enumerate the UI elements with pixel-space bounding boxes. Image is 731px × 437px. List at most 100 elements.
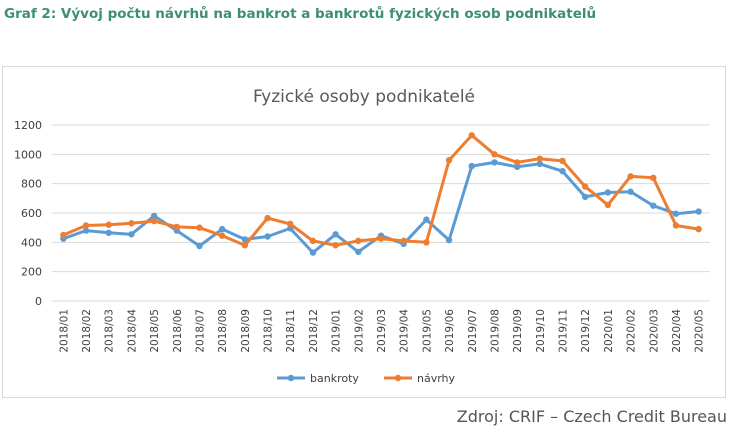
x-tick-label: 2018/02	[81, 309, 93, 353]
legend-label: návrhy	[417, 372, 456, 385]
x-tick-label: 2018/11	[285, 309, 297, 353]
data-point	[128, 231, 135, 238]
gridlines	[52, 124, 710, 302]
x-tick-label: 2019/01	[331, 309, 343, 353]
data-point	[264, 233, 271, 240]
data-point	[241, 236, 249, 243]
data-point	[150, 212, 158, 220]
y-tick-label: 1200	[14, 119, 42, 132]
data-point	[423, 239, 430, 246]
data-point	[445, 157, 453, 164]
x-tick-label: 2020/04	[671, 309, 683, 353]
series-group	[60, 132, 702, 256]
data-point	[650, 174, 657, 181]
data-point	[513, 159, 521, 166]
data-point	[468, 132, 475, 139]
data-point	[196, 242, 203, 250]
data-point	[672, 210, 680, 217]
x-tick-label: 2018/08	[217, 309, 229, 353]
y-tick-label: 200	[21, 266, 42, 279]
x-tick-label: 2020/03	[648, 309, 660, 353]
data-point	[105, 221, 112, 228]
x-tick-label: 2018/07	[194, 309, 206, 353]
x-tick-label: 2018/09	[240, 309, 252, 353]
x-tick-label: 2018/06	[172, 309, 184, 353]
x-tick-label: 2019/04	[399, 309, 411, 353]
data-point	[582, 183, 589, 190]
x-tick-label: 2019/08	[489, 309, 501, 353]
data-point	[196, 224, 203, 231]
data-point	[309, 249, 317, 256]
source-note: Zdroj: CRIF – Czech Credit Bureau	[456, 407, 727, 426]
data-point	[468, 162, 475, 170]
data-point	[218, 232, 226, 239]
data-point	[604, 189, 612, 196]
data-point	[627, 188, 634, 195]
x-tick-label: 2019/05	[421, 309, 433, 353]
data-point	[60, 231, 67, 239]
series-line-1	[62, 133, 699, 247]
y-tick-label: 0	[35, 295, 42, 308]
data-point	[582, 193, 589, 201]
x-axis: 2018/01 2018/02 2018/03 2018/04 2018/05 2018/…	[58, 309, 705, 353]
data-point	[536, 155, 544, 162]
y-tick-label: 800	[21, 178, 42, 191]
data-point	[559, 168, 566, 175]
data-point	[82, 227, 90, 234]
data-point	[377, 235, 385, 242]
page-heading: Graf 2: Vývoj počtu návrhů na bankrot a …	[4, 6, 597, 22]
x-tick-label: 2019/11	[558, 309, 570, 353]
chart-title: Fyzické osoby podnikatelé	[253, 87, 475, 107]
y-tick-label: 1000	[14, 148, 42, 161]
x-tick-label: 2020/05	[694, 309, 706, 353]
data-point	[559, 157, 566, 165]
data-point	[173, 223, 180, 231]
data-point	[309, 237, 317, 245]
data-point	[650, 202, 657, 209]
data-point	[513, 163, 521, 170]
data-point	[332, 231, 339, 238]
x-tick-label: 2018/01	[58, 309, 70, 353]
x-tick-label: 2019/12	[580, 309, 592, 353]
x-tick-label: 2018/04	[126, 309, 138, 353]
legend-label: bankroty	[310, 372, 359, 385]
x-tick-label: 2018/05	[149, 309, 161, 353]
x-tick-label: 2019/07	[467, 309, 479, 353]
data-point	[218, 225, 226, 233]
y-tick-label: 400	[21, 236, 42, 249]
x-tick-label: 2018/12	[308, 309, 320, 353]
legend-marker	[394, 374, 402, 382]
data-point	[332, 242, 339, 249]
x-tick-label: 2019/03	[376, 309, 388, 353]
data-point	[264, 214, 271, 222]
data-point	[287, 220, 294, 228]
x-tick-label: 2019/09	[512, 309, 524, 353]
data-point	[400, 237, 407, 245]
data-point	[695, 208, 702, 215]
y-axis: 0 200 400 600 800 1000 1200	[14, 119, 42, 308]
data-point	[241, 242, 249, 249]
chart-frame	[2, 66, 726, 398]
x-tick-label: 2019/02	[353, 309, 365, 353]
data-point	[536, 160, 544, 168]
data-point	[423, 216, 430, 223]
legend-marker	[287, 374, 295, 382]
data-point	[355, 237, 362, 245]
x-tick-label: 2019/10	[535, 309, 547, 353]
data-point	[672, 222, 680, 229]
data-point	[150, 217, 158, 225]
y-tick-label: 600	[21, 207, 42, 220]
x-tick-label: 2018/03	[104, 309, 116, 353]
data-point	[82, 222, 90, 229]
data-point	[355, 248, 362, 256]
x-tick-label: 2019/06	[444, 309, 456, 353]
x-tick-label: 2018/10	[263, 309, 275, 353]
data-point	[491, 159, 498, 166]
data-point	[627, 173, 634, 180]
data-point	[491, 151, 498, 158]
legend: bankroty návrhy	[277, 372, 456, 385]
x-tick-label: 2020/01	[603, 309, 615, 353]
data-point	[105, 229, 112, 236]
x-tick-label: 2020/02	[626, 309, 638, 353]
